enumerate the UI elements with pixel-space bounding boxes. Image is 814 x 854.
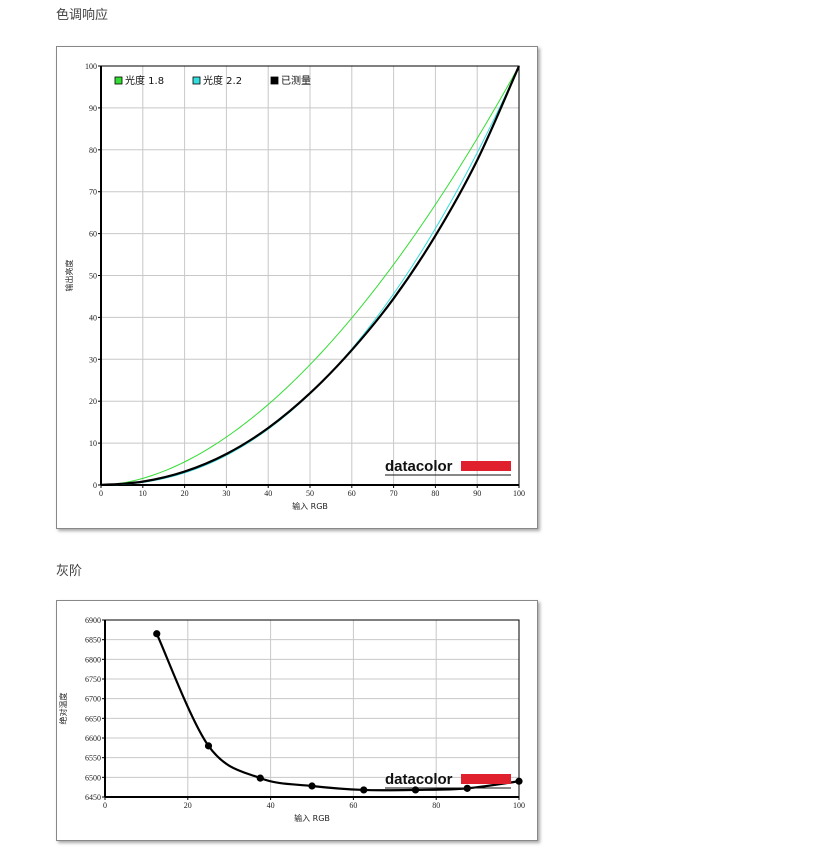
tone-response-chart: 0 10 20 30 40 50 60 70 80 90 100 0 10 20 30 40 50 60 70 80 9… [56,46,538,529]
data-point [515,777,523,785]
grayscale-chart: 0 20 40 60 80 100 6450 6500 6550 6600 6650 6700 6750… [56,600,538,841]
x-tick-label: 90 [473,489,481,498]
y-tick-label: 90 [89,104,97,113]
x-tick-label: 50 [306,489,314,498]
y-tick-label: 6650 [85,714,101,723]
x-tick-label: 60 [348,489,356,498]
data-point [256,774,264,782]
y-tick-label: 10 [89,439,97,448]
y-tick-label: 60 [89,230,97,239]
x-axis-label: 输入 RGB [294,813,330,823]
legend-swatch [270,76,279,85]
x-tick-label: 40 [267,801,275,810]
series-line-2 [100,65,521,487]
grayscale-title: 灰阶 [56,563,83,578]
y-tick-label: 70 [89,188,97,197]
y-tick-label: 6900 [85,616,101,625]
x-tick-label: 40 [264,489,272,498]
legend-swatch [192,76,201,85]
data-point [360,786,368,794]
y-tick-label: 6850 [85,636,101,645]
x-tick-label: 30 [222,489,230,498]
plot-frame [104,619,520,798]
y-tick-label: 20 [89,397,97,406]
data-point [153,630,161,638]
series-line-0 [100,65,520,486]
x-tick-label: 0 [103,801,107,810]
y-axis-label: 绝对温度 [58,693,68,725]
x-tick-label: 10 [139,489,147,498]
datacolor-logo-bar [461,774,511,784]
y-tick-label: 0 [93,481,97,490]
y-tick-label: 50 [89,272,97,281]
x-tick-label: 20 [181,489,189,498]
x-tick-label: 0 [99,489,103,498]
x-tick-label: 100 [513,489,525,498]
datacolor-logo-text: datacolor [385,771,453,788]
data-point [204,742,213,750]
data-point [308,782,316,790]
grayscale-plot: 0 20 40 60 80 100 6450 6500 6550 6600 6650 6700 6750… [58,616,525,823]
x-tick-label: 70 [390,489,398,498]
datacolor-logo-text: datacolor [385,458,453,475]
y-tick-label: 6550 [85,754,101,763]
series-line-0 [155,633,520,792]
tone-response-plot: 0 10 20 30 40 50 60 70 80 90 100 0 10 20 30 40 50 60 70 80 9… [64,62,525,511]
y-tick-label: 6750 [85,675,101,684]
legend-label: 光度 2.2 [203,74,242,87]
y-tick-label: 6600 [85,734,101,743]
y-tick-label: 6450 [85,793,101,802]
legend-label: 光度 1.8 [125,74,164,87]
x-tick-label: 100 [513,801,525,810]
tone-response-title: 色调响应 [56,7,109,22]
y-tick-label: 80 [89,146,97,155]
y-axis-label: 输出亮度 [64,260,74,292]
y-tick-label: 6500 [85,773,101,782]
y-tick-label: 6800 [85,655,101,664]
y-tick-label: 100 [85,62,97,71]
legend-swatch [114,76,123,85]
y-tick-label: 40 [89,313,97,322]
x-tick-label: 80 [431,489,439,498]
x-tick-label: 20 [184,801,192,810]
y-tick-label: 30 [89,355,97,364]
x-axis-label: 输入 RGB [292,501,328,511]
datacolor-logo-bar [461,461,511,471]
x-tick-label: 80 [432,801,440,810]
y-tick-label: 6700 [85,695,101,704]
legend-label: 已测量 [281,74,311,87]
x-tick-label: 60 [349,801,357,810]
